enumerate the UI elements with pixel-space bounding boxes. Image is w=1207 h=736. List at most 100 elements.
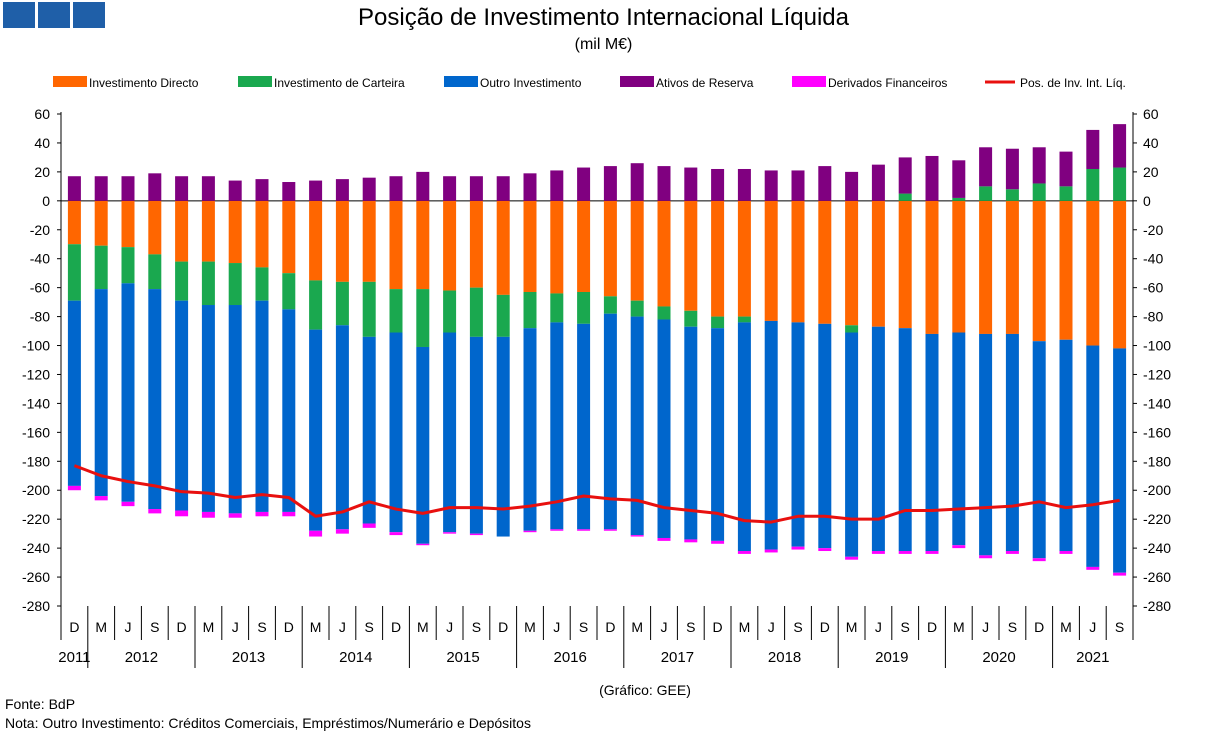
bar-investimento-de-carteira bbox=[362, 281, 376, 337]
bar-ativos-de-reserva bbox=[550, 170, 564, 201]
bar-ativos-de-reserva bbox=[684, 167, 698, 201]
bar-derivados-financeiros bbox=[282, 511, 296, 517]
x-tick-label: M bbox=[310, 619, 322, 635]
bar-outro-investimento bbox=[684, 326, 698, 540]
bar-ativos-de-reserva bbox=[711, 168, 725, 201]
bar-ativos-de-reserva bbox=[469, 176, 483, 201]
bar-outro-investimento bbox=[1032, 341, 1046, 559]
x-year-label: 2014 bbox=[339, 649, 372, 666]
y-tick-label-left: 40 bbox=[34, 135, 50, 151]
x-tick-label: M bbox=[953, 619, 965, 635]
bar-outro-investimento bbox=[67, 300, 81, 486]
bar-derivados-financeiros bbox=[523, 530, 537, 533]
x-tick-label: J bbox=[768, 619, 775, 635]
bar-outro-investimento bbox=[1005, 333, 1019, 552]
bar-outro-investimento bbox=[201, 305, 215, 512]
bar-derivados-financeiros bbox=[469, 533, 483, 536]
bar-investimento-de-carteira bbox=[979, 186, 993, 201]
bar-investimento-de-carteira bbox=[845, 325, 859, 333]
bar-derivados-financeiros bbox=[443, 532, 457, 534]
y-tick-label-right: -100 bbox=[1143, 338, 1171, 354]
x-tick-label: S bbox=[901, 619, 910, 635]
bar-ativos-de-reserva bbox=[175, 176, 189, 201]
x-tick-label: J bbox=[553, 619, 560, 635]
bar-investimento-de-carteira bbox=[148, 254, 162, 290]
bar-investimento-directo bbox=[1059, 200, 1073, 340]
y-tick-label-right: 20 bbox=[1143, 164, 1159, 180]
chart-title: Posição de Investimento Internacional Lí… bbox=[358, 4, 849, 31]
bar-derivados-financeiros bbox=[925, 551, 939, 554]
bar-investimento-directo bbox=[711, 200, 725, 317]
bar-derivados-financeiros bbox=[255, 511, 269, 517]
bar-ativos-de-reserva bbox=[309, 180, 323, 201]
x-tick-label: D bbox=[927, 619, 937, 635]
bar-investimento-de-carteira bbox=[630, 300, 644, 317]
bar-ativos-de-reserva bbox=[1059, 151, 1073, 187]
bar-investimento-de-carteira bbox=[952, 197, 966, 201]
bar-ativos-de-reserva bbox=[1005, 148, 1019, 190]
bar-investimento-de-carteira bbox=[1005, 189, 1019, 201]
bar-derivados-financeiros bbox=[121, 501, 135, 507]
x-tick-label: D bbox=[605, 619, 615, 635]
x-tick-label: M bbox=[417, 619, 429, 635]
y-tick-label-left: -180 bbox=[22, 453, 50, 469]
bar-derivados-financeiros bbox=[818, 548, 832, 552]
bar-derivados-financeiros bbox=[871, 551, 885, 554]
bar-outro-investimento bbox=[469, 336, 483, 534]
bar-investimento-de-carteira bbox=[657, 306, 671, 320]
bar-investimento-directo bbox=[309, 200, 323, 281]
bar-derivados-financeiros bbox=[201, 511, 215, 518]
chart-credit: (Gráfico: GEE) bbox=[599, 682, 691, 698]
bar-investimento-directo bbox=[1113, 200, 1127, 349]
y-tick-label-right: -60 bbox=[1143, 280, 1163, 296]
line-layer bbox=[73, 464, 1120, 524]
bar-investimento-de-carteira bbox=[1086, 168, 1100, 201]
chart-subtitle: (mil M€) bbox=[574, 36, 633, 53]
bar-investimento-de-carteira bbox=[201, 261, 215, 306]
legend-label: Pos. de Inv. Int. Líq. bbox=[1020, 76, 1126, 90]
bar-derivados-financeiros bbox=[711, 540, 725, 544]
x-tick-label: D bbox=[820, 619, 830, 635]
legend-label: Outro Investimento bbox=[480, 76, 582, 90]
y-tick-label-left: -280 bbox=[22, 598, 50, 614]
bar-outro-investimento bbox=[94, 289, 108, 497]
bar-outro-investimento bbox=[228, 305, 242, 514]
source-note: Fonte: BdP bbox=[5, 696, 76, 712]
y-tick-label-left: -60 bbox=[30, 280, 50, 296]
bar-investimento-de-carteira bbox=[389, 289, 403, 333]
bar-ativos-de-reserva bbox=[335, 179, 349, 201]
bar-outro-investimento bbox=[255, 300, 269, 512]
bar-investimento-directo bbox=[550, 200, 564, 294]
bar-investimento-directo bbox=[898, 200, 912, 329]
bar-outro-investimento bbox=[871, 326, 885, 552]
axes: 60 60 40 40 20 20 0 0 -20 -20 -40 -40 -60 -60 -80 -80 -1… bbox=[22, 106, 1171, 614]
y-tick-label-right: -160 bbox=[1143, 424, 1171, 440]
bar-investimento-directo bbox=[871, 200, 885, 327]
bar-derivados-financeiros bbox=[148, 509, 162, 514]
bar-ativos-de-reserva bbox=[764, 170, 778, 201]
bar-investimento-de-carteira bbox=[416, 289, 430, 347]
bar-investimento-de-carteira bbox=[335, 281, 349, 326]
bar-ativos-de-reserva bbox=[255, 179, 269, 201]
y-tick-label-left: -120 bbox=[22, 366, 50, 382]
x-year-label: 2019 bbox=[875, 649, 908, 666]
bar-outro-investimento bbox=[952, 332, 966, 546]
bar-outro-investimento bbox=[979, 333, 993, 556]
legend: Investimento Directo Investimento de Cart… bbox=[53, 76, 1126, 90]
bar-investimento-directo bbox=[764, 200, 778, 321]
bar-ativos-de-reserva bbox=[979, 147, 993, 187]
x-tick-label: D bbox=[391, 619, 401, 635]
bar-investimento-directo bbox=[818, 200, 832, 324]
bar-derivados-financeiros bbox=[684, 539, 698, 543]
bar-investimento-directo bbox=[416, 200, 430, 290]
y-tick-label-left: 60 bbox=[34, 106, 50, 122]
bar-investimento-de-carteira bbox=[496, 294, 510, 337]
y-tick-label-right: -80 bbox=[1143, 309, 1163, 325]
bar-investimento-de-carteira bbox=[255, 267, 269, 301]
y-tick-label-right: 40 bbox=[1143, 135, 1159, 151]
bar-investimento-directo bbox=[335, 200, 349, 282]
bar-investimento-de-carteira bbox=[282, 273, 296, 310]
y-tick-label-left: -80 bbox=[30, 309, 50, 325]
bar-investimento-de-carteira bbox=[309, 280, 323, 330]
